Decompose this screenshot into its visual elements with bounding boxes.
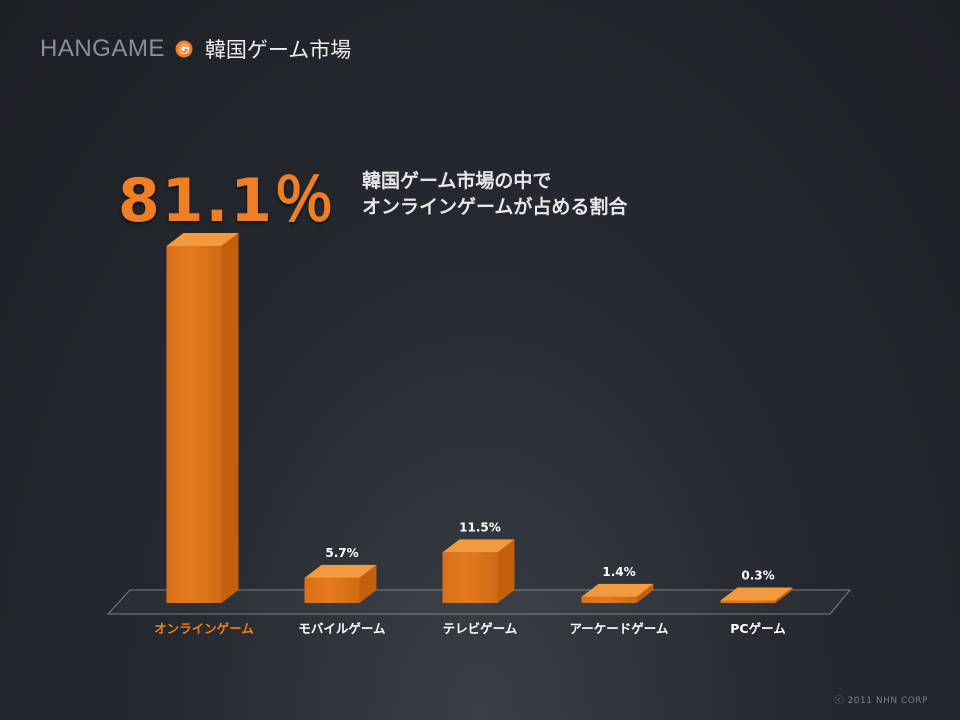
- highlight-value: 81.1％: [118, 166, 337, 236]
- bar-top: [442, 539, 515, 553]
- bar-side: [359, 564, 377, 603]
- bar-side: [636, 583, 654, 603]
- bar: [720, 600, 776, 603]
- category-label: PCゲーム: [730, 621, 786, 636]
- highlight-description: 韓国ゲーム市場の中で オンラインゲームが占める割合: [362, 168, 627, 220]
- bar: [581, 596, 637, 603]
- header: HANGAME 韓国ゲーム市場: [40, 33, 351, 65]
- brand-name: HANGAME: [40, 35, 165, 62]
- bar-top: [581, 583, 654, 597]
- page-title: 韓国ゲーム市場: [204, 38, 352, 62]
- copyright: ⓒ 2011 NHN CORP: [834, 696, 928, 706]
- bar: [442, 552, 498, 603]
- category-label: アーケードゲーム: [570, 621, 669, 636]
- bar-top: [166, 233, 239, 246]
- bar-top: [720, 587, 793, 601]
- data-label: 11.5%: [459, 520, 501, 534]
- bar-top: [304, 564, 377, 578]
- data-label: 0.3%: [741, 569, 774, 583]
- hangame-g-logo-icon: [175, 40, 193, 58]
- bar-side: [221, 233, 239, 603]
- bar-side: [497, 539, 515, 603]
- chart-baseline: [106, 589, 852, 615]
- category-label: テレビゲーム: [443, 621, 518, 636]
- bar: [166, 246, 222, 603]
- data-label: 5.7%: [325, 546, 358, 560]
- data-label: 1.4%: [602, 565, 635, 579]
- bar-side: [775, 587, 793, 603]
- bar: [304, 577, 360, 603]
- description-line-1: 韓国ゲーム市場の中で: [362, 170, 552, 192]
- category-label: モバイルゲーム: [298, 621, 386, 636]
- category-label: オンラインゲーム: [154, 621, 254, 636]
- description-line-2: オンラインゲームが占める割合: [362, 196, 628, 218]
